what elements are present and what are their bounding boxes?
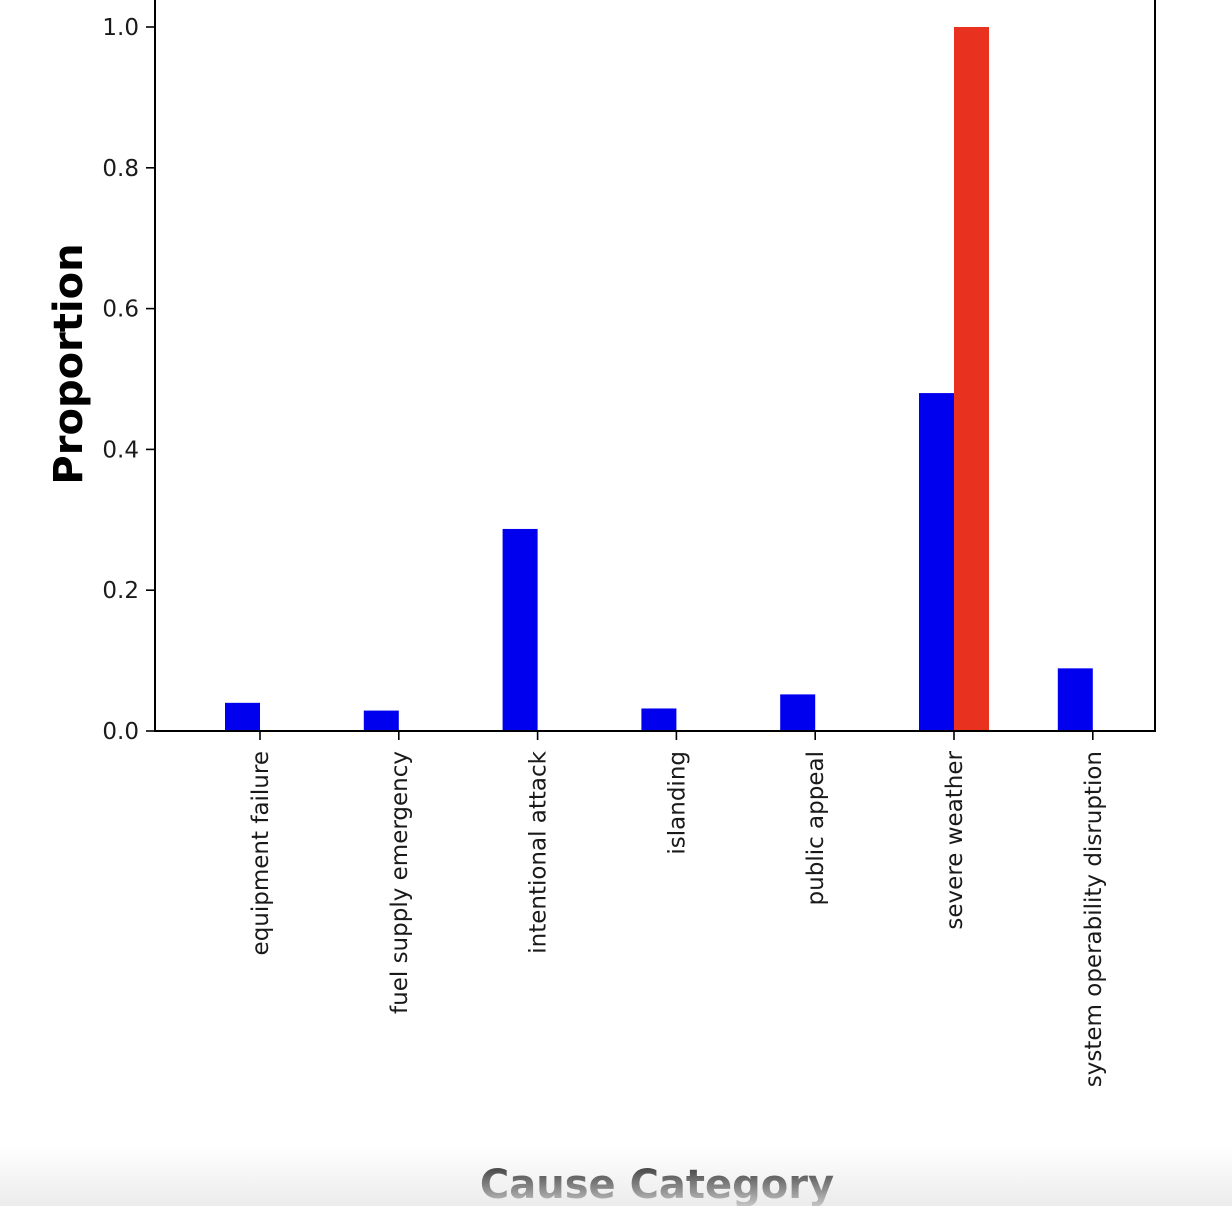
x-tick-label: public appeal [803, 751, 829, 905]
y-tick-label: 0.2 [102, 578, 139, 604]
x-tick-label: equipment failure [248, 751, 274, 955]
bar-blue-2 [502, 528, 538, 731]
x-tick-label: intentional attack [526, 750, 552, 953]
bar-blue-3 [641, 708, 677, 731]
bar-blue-4 [780, 694, 816, 731]
x-tick-label: fuel supply emergency [387, 751, 413, 1014]
y-tick-label: 1.0 [102, 15, 139, 41]
x-tick-label: system operability disruption [1081, 751, 1107, 1087]
bars-layer [225, 27, 1093, 731]
bar-blue-1 [363, 710, 399, 731]
bar-blue-5 [919, 393, 954, 731]
x-tick-label: islanding [664, 751, 690, 855]
x-tick-label: severe weather [942, 750, 968, 929]
bar-red-5 [954, 27, 989, 731]
plot-frame [154, 0, 1156, 732]
y-tick-label: 0.8 [102, 156, 139, 182]
y-axis-title: Proportion [46, 243, 92, 484]
x-axis-title: Cause Category [480, 1162, 834, 1206]
bar-blue-0 [225, 702, 260, 731]
y-tick-label: 0.4 [102, 437, 139, 463]
x-axis-ticks: equipment failure fuel supply emergency in… [248, 731, 1107, 1087]
y-tick-label: 0.6 [102, 297, 139, 323]
bar-blue-6 [1057, 668, 1093, 731]
y-axis-ticks: 0.0 0.2 0.4 0.6 0.8 1.0 [102, 15, 155, 745]
y-tick-label: 0.0 [102, 719, 139, 745]
